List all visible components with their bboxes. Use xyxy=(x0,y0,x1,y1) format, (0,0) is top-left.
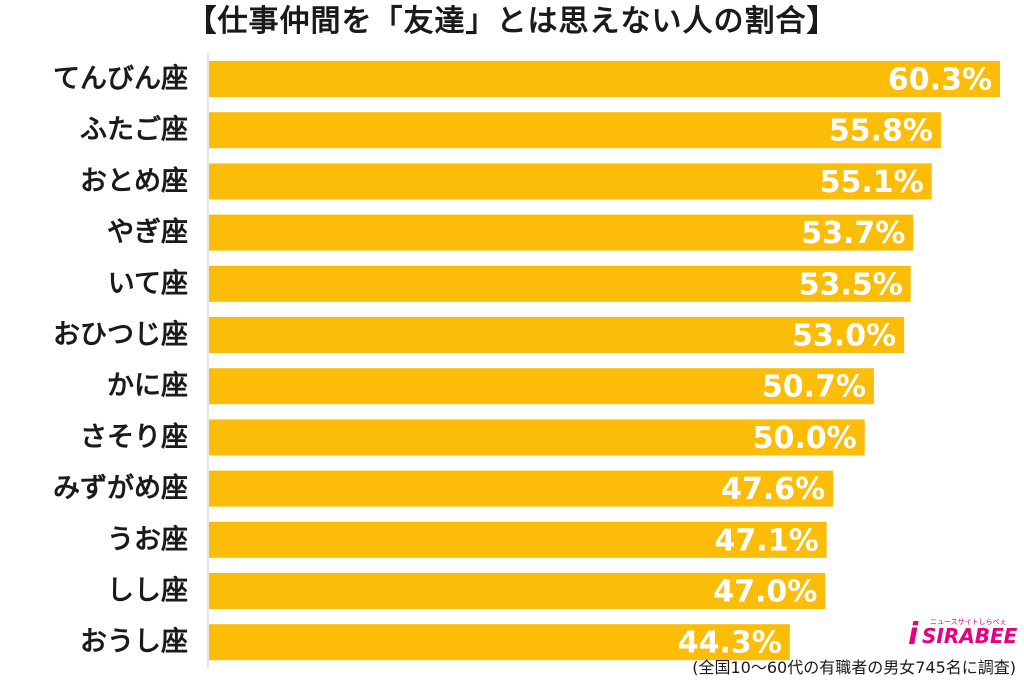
bar xyxy=(209,265,911,302)
bar xyxy=(209,573,826,609)
value-label: 53.7% xyxy=(801,216,905,251)
sirabee-logo: i ニュースサイトしらべぇ SIRABEE xyxy=(908,617,1018,652)
bar xyxy=(209,61,1000,97)
bar xyxy=(209,624,790,661)
value-label: 55.8% xyxy=(829,114,933,149)
bar xyxy=(209,368,874,405)
bar xyxy=(209,521,827,558)
category-label: やぎ座 xyxy=(107,216,188,248)
value-label: 47.0% xyxy=(713,575,817,610)
category-label: みずがめ座 xyxy=(53,472,188,504)
category-label: うお座 xyxy=(107,523,188,555)
bar xyxy=(209,470,834,507)
category-label: おうし座 xyxy=(80,626,188,658)
bar xyxy=(209,163,932,200)
category-label: おとめ座 xyxy=(80,165,188,197)
bar xyxy=(209,112,941,149)
value-label: 44.3% xyxy=(678,626,782,661)
bar xyxy=(209,214,914,251)
bar xyxy=(209,317,905,353)
value-label: 53.5% xyxy=(799,267,903,302)
logo-i-mark: i xyxy=(908,617,919,652)
value-label: 47.1% xyxy=(715,523,819,558)
value-label: 47.6% xyxy=(721,472,825,507)
logo-subtext: ニュースサイトしらべぇ xyxy=(930,618,1007,626)
value-label: 60.3% xyxy=(888,63,992,98)
category-label: ふたご座 xyxy=(80,114,188,146)
category-label: おひつじ座 xyxy=(53,319,188,351)
value-label: 55.1% xyxy=(820,165,924,200)
value-label: 53.0% xyxy=(792,319,896,354)
category-label: さそり座 xyxy=(80,421,188,453)
category-label: しし座 xyxy=(107,575,188,607)
category-label: かに座 xyxy=(107,370,188,402)
category-label: てんびん座 xyxy=(53,63,188,95)
survey-footnote: (全国10〜60代の有職者の男女745名に調査) xyxy=(692,658,1016,677)
category-label: いて座 xyxy=(108,267,188,299)
value-label: 50.0% xyxy=(753,421,857,456)
bar xyxy=(209,419,865,456)
chart-title: 【仕事仲間を「友達」とは思えない人の割合】 xyxy=(186,4,838,39)
value-label: 50.7% xyxy=(762,370,866,405)
logo-text: SIRABEE xyxy=(922,624,1018,648)
